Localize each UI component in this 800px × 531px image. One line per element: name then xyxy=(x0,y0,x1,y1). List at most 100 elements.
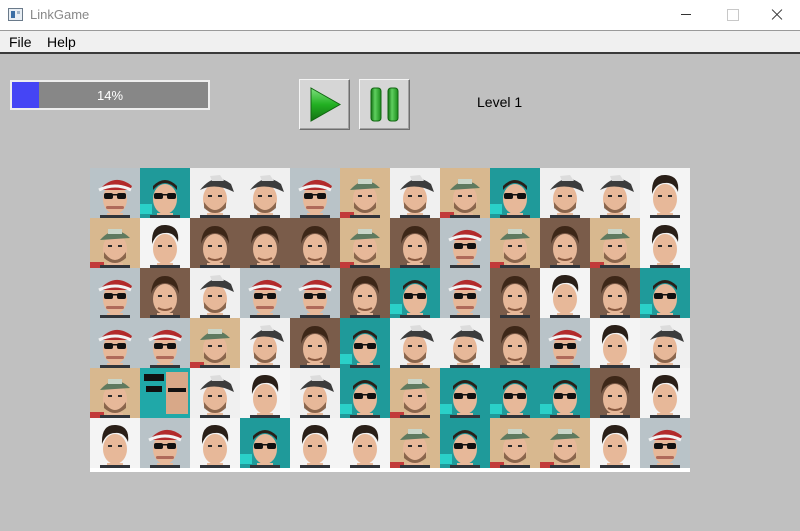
tile-green-cap[interactable] xyxy=(390,418,440,468)
tile-poster[interactable] xyxy=(140,368,190,418)
tile-cap-beard[interactable] xyxy=(390,318,440,368)
tile-sunglasses-cap[interactable] xyxy=(540,318,590,368)
tile-dark-hair[interactable] xyxy=(640,168,690,218)
tile-image xyxy=(290,218,340,268)
minimize-icon[interactable] xyxy=(663,0,709,30)
menu-help[interactable]: Help xyxy=(47,34,76,50)
tile-dark-hair[interactable] xyxy=(640,368,690,418)
tile-image xyxy=(540,168,590,218)
tile-brown-hair[interactable] xyxy=(490,318,540,368)
tile-dark-hair[interactable] xyxy=(640,218,690,268)
menu-file[interactable]: File xyxy=(9,34,32,50)
tile-image xyxy=(390,218,440,268)
tile-dark-hair[interactable] xyxy=(240,368,290,418)
tile-dark-hair[interactable] xyxy=(590,318,640,368)
tile-cap-beard[interactable] xyxy=(240,168,290,218)
tile-sunglasses-cap[interactable] xyxy=(440,218,490,268)
tile-brown-hair[interactable] xyxy=(190,218,240,268)
tile-cap-beard[interactable] xyxy=(190,268,240,318)
tile-brown-hair[interactable] xyxy=(290,318,340,368)
tile-green-cap[interactable] xyxy=(90,218,140,268)
tile-sunglasses-cap[interactable] xyxy=(640,418,690,468)
tile-cap-beard[interactable] xyxy=(390,168,440,218)
tile-brown-hair[interactable] xyxy=(340,268,390,318)
tile-image xyxy=(90,218,140,268)
tile-brown-hair[interactable] xyxy=(490,268,540,318)
tile-green-cap[interactable] xyxy=(190,318,240,368)
tile-image xyxy=(90,268,140,318)
tile-sunglasses-cap[interactable] xyxy=(90,168,140,218)
tile-cap-beard[interactable] xyxy=(290,368,340,418)
tile-dark-hair[interactable] xyxy=(340,418,390,468)
tile-image xyxy=(440,318,490,368)
tile-image xyxy=(540,268,590,318)
tile-sunglasses-cap[interactable] xyxy=(90,318,140,368)
tile-brown-hair[interactable] xyxy=(290,218,340,268)
tile-brown-hair[interactable] xyxy=(590,268,640,318)
tile-green-cap[interactable] xyxy=(340,168,390,218)
play-button[interactable] xyxy=(299,79,350,130)
tile-dark-hair[interactable] xyxy=(290,418,340,468)
tile-sunglasses-cap[interactable] xyxy=(140,318,190,368)
tile-sunglasses-cap[interactable] xyxy=(290,268,340,318)
tile-brown-hair[interactable] xyxy=(240,218,290,268)
tile-cap-beard[interactable] xyxy=(590,168,640,218)
tile-sunglasses-cap[interactable] xyxy=(440,268,490,318)
tile-sunglasses-poster[interactable] xyxy=(540,368,590,418)
tile-cap-beard[interactable] xyxy=(190,368,240,418)
maximize-icon[interactable] xyxy=(709,0,755,30)
window-title: LinkGame xyxy=(30,7,90,22)
tile-dark-hair[interactable] xyxy=(590,418,640,468)
play-icon xyxy=(310,87,342,122)
tile-sunglasses-poster[interactable] xyxy=(440,368,490,418)
tile-image xyxy=(190,318,240,368)
tile-sunglasses-poster[interactable] xyxy=(640,268,690,318)
tile-dark-hair[interactable] xyxy=(190,418,240,468)
tile-sunglasses-poster[interactable] xyxy=(140,168,190,218)
tile-sunglasses-poster[interactable] xyxy=(340,368,390,418)
tile-cap-beard[interactable] xyxy=(240,318,290,368)
tile-image xyxy=(390,318,440,368)
tile-image xyxy=(440,368,490,418)
tile-image xyxy=(290,268,340,318)
tile-cap-beard[interactable] xyxy=(640,318,690,368)
tile-image xyxy=(90,418,140,468)
tile-sunglasses-poster[interactable] xyxy=(490,168,540,218)
tile-sunglasses-cap[interactable] xyxy=(240,268,290,318)
tile-green-cap[interactable] xyxy=(390,368,440,418)
tile-brown-hair[interactable] xyxy=(540,218,590,268)
tile-sunglasses-cap[interactable] xyxy=(90,268,140,318)
pause-button[interactable] xyxy=(359,79,410,130)
tile-green-cap[interactable] xyxy=(540,418,590,468)
tile-dark-hair[interactable] xyxy=(90,418,140,468)
tile-green-cap[interactable] xyxy=(590,218,640,268)
close-icon[interactable] xyxy=(754,0,800,30)
tile-sunglasses-cap[interactable] xyxy=(290,168,340,218)
tile-sunglasses-poster[interactable] xyxy=(390,268,440,318)
tile-image xyxy=(340,168,390,218)
tile-dark-hair[interactable] xyxy=(140,218,190,268)
tile-green-cap[interactable] xyxy=(490,418,540,468)
tile-brown-hair[interactable] xyxy=(140,268,190,318)
tile-green-cap[interactable] xyxy=(340,218,390,268)
tile-sunglasses-poster[interactable] xyxy=(440,418,490,468)
tile-green-cap[interactable] xyxy=(490,218,540,268)
tile-green-cap[interactable] xyxy=(440,168,490,218)
tile-sunglasses-cap[interactable] xyxy=(140,418,190,468)
tile-sunglasses-poster[interactable] xyxy=(340,318,390,368)
tile-brown-hair[interactable] xyxy=(590,368,640,418)
tile-image xyxy=(90,368,140,418)
progress-label: 14% xyxy=(96,88,124,103)
tile-brown-hair[interactable] xyxy=(390,218,440,268)
tile-image xyxy=(590,418,640,468)
tile-image xyxy=(190,418,240,468)
tile-image xyxy=(590,168,640,218)
tile-cap-beard[interactable] xyxy=(190,168,240,218)
tile-cap-beard[interactable] xyxy=(440,318,490,368)
tile-dark-hair[interactable] xyxy=(540,268,590,318)
tile-green-cap[interactable] xyxy=(90,368,140,418)
tile-sunglasses-poster[interactable] xyxy=(240,418,290,468)
tile-sunglasses-poster[interactable] xyxy=(490,368,540,418)
tile-image xyxy=(290,318,340,368)
tile-cap-beard[interactable] xyxy=(540,168,590,218)
